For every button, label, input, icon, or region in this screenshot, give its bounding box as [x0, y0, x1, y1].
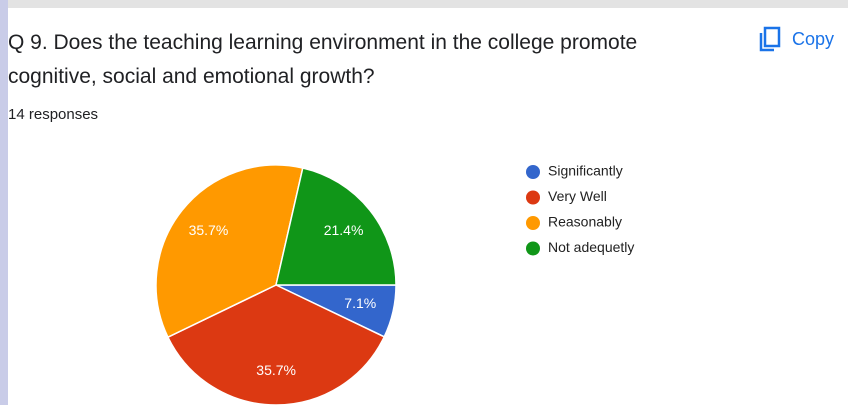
legend-swatch: [526, 241, 540, 256]
copy-button[interactable]: Copy: [758, 26, 834, 52]
legend-label: Reasonably: [548, 214, 622, 230]
slice-label: 35.7%: [256, 362, 296, 378]
card: Q 9. Does the teaching learning environm…: [8, 8, 848, 405]
top-border: [0, 0, 848, 8]
legend-swatch: [526, 190, 540, 205]
legend-label: Not adequetly: [548, 239, 634, 255]
legend-label: Very Well: [548, 188, 607, 204]
left-strip: [0, 0, 8, 405]
legend-swatch: [526, 216, 540, 230]
response-count: 14 responses: [8, 106, 99, 123]
legend-label: Significantly: [548, 163, 623, 179]
pie-slice: [275, 167, 397, 286]
slice-label: 7.1%: [344, 295, 376, 311]
slice-label: 35.7%: [189, 222, 229, 238]
pie-slice: [155, 164, 304, 339]
question-title: Q 9. Does the teaching learning environm…: [8, 31, 638, 88]
copy-icon: [759, 26, 781, 52]
copy-label[interactable]: Copy: [792, 28, 835, 49]
slice-label: 21.4%: [324, 222, 364, 238]
legend-swatch: [526, 165, 540, 179]
